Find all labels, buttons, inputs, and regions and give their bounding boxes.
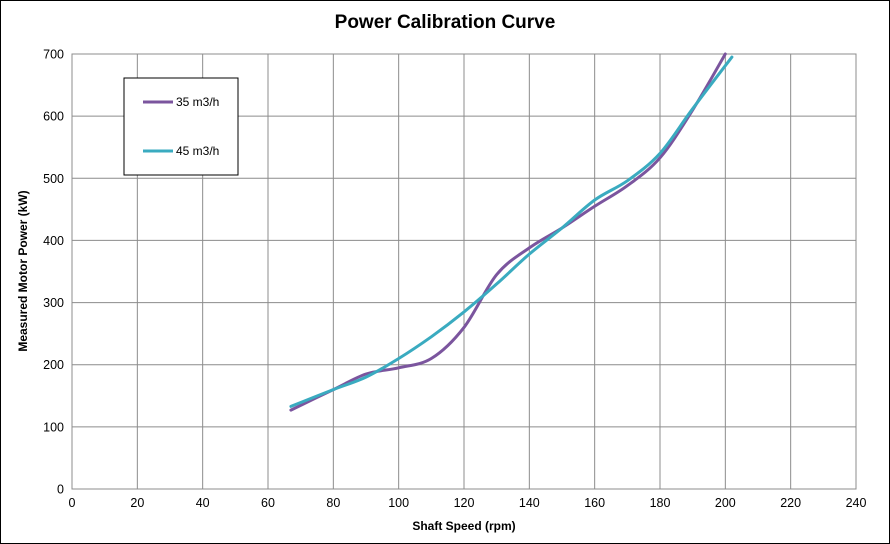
x-tick-label-160: 160	[584, 496, 605, 510]
x-axis-title: Shaft Speed (rpm)	[412, 519, 515, 533]
plot-area-border	[71, 53, 857, 490]
y-tick-label-300: 300	[43, 296, 64, 310]
series-line-0	[289, 52, 727, 412]
tick-labels: 0 20 40 60 80 100 120 140 160 180 200 220 240 0 100 200…	[43, 48, 866, 511]
x-tick-label-140: 140	[519, 496, 540, 510]
series-line-1	[289, 55, 734, 408]
legend-box	[123, 77, 239, 176]
y-tick-label-700: 700	[43, 48, 64, 62]
x-tick-label-220: 220	[780, 496, 801, 510]
y-axis-title: Measured Motor Power (kW)	[16, 190, 30, 351]
x-tick-label-60: 60	[261, 496, 275, 510]
x-tick-label-40: 40	[196, 496, 210, 510]
y-tick-label-600: 600	[43, 110, 64, 124]
x-tick-label-180: 180	[650, 496, 671, 510]
x-tick-label-120: 120	[454, 496, 475, 510]
chart-title: Power Calibration Curve	[335, 12, 556, 33]
x-tick-label-100: 100	[388, 496, 409, 510]
x-tick-label-80: 80	[326, 496, 340, 510]
y-tick-label-500: 500	[43, 172, 64, 186]
series-lines	[289, 52, 734, 412]
y-tick-label-0: 0	[57, 483, 64, 497]
x-tick-label-240: 240	[846, 496, 867, 510]
legend: 35 m3/h 45 m3/h	[123, 77, 239, 176]
y-tick-label-400: 400	[43, 234, 64, 248]
x-tick-label-20: 20	[130, 496, 144, 510]
x-tick-label-0: 0	[69, 496, 76, 510]
legend-label-35: 35 m3/h	[176, 95, 219, 109]
y-tick-label-100: 100	[43, 420, 64, 434]
legend-label-45: 45 m3/h	[176, 144, 219, 158]
grid-lines	[71, 53, 857, 490]
x-tick-label-200: 200	[715, 496, 736, 510]
y-tick-label-200: 200	[43, 358, 64, 372]
